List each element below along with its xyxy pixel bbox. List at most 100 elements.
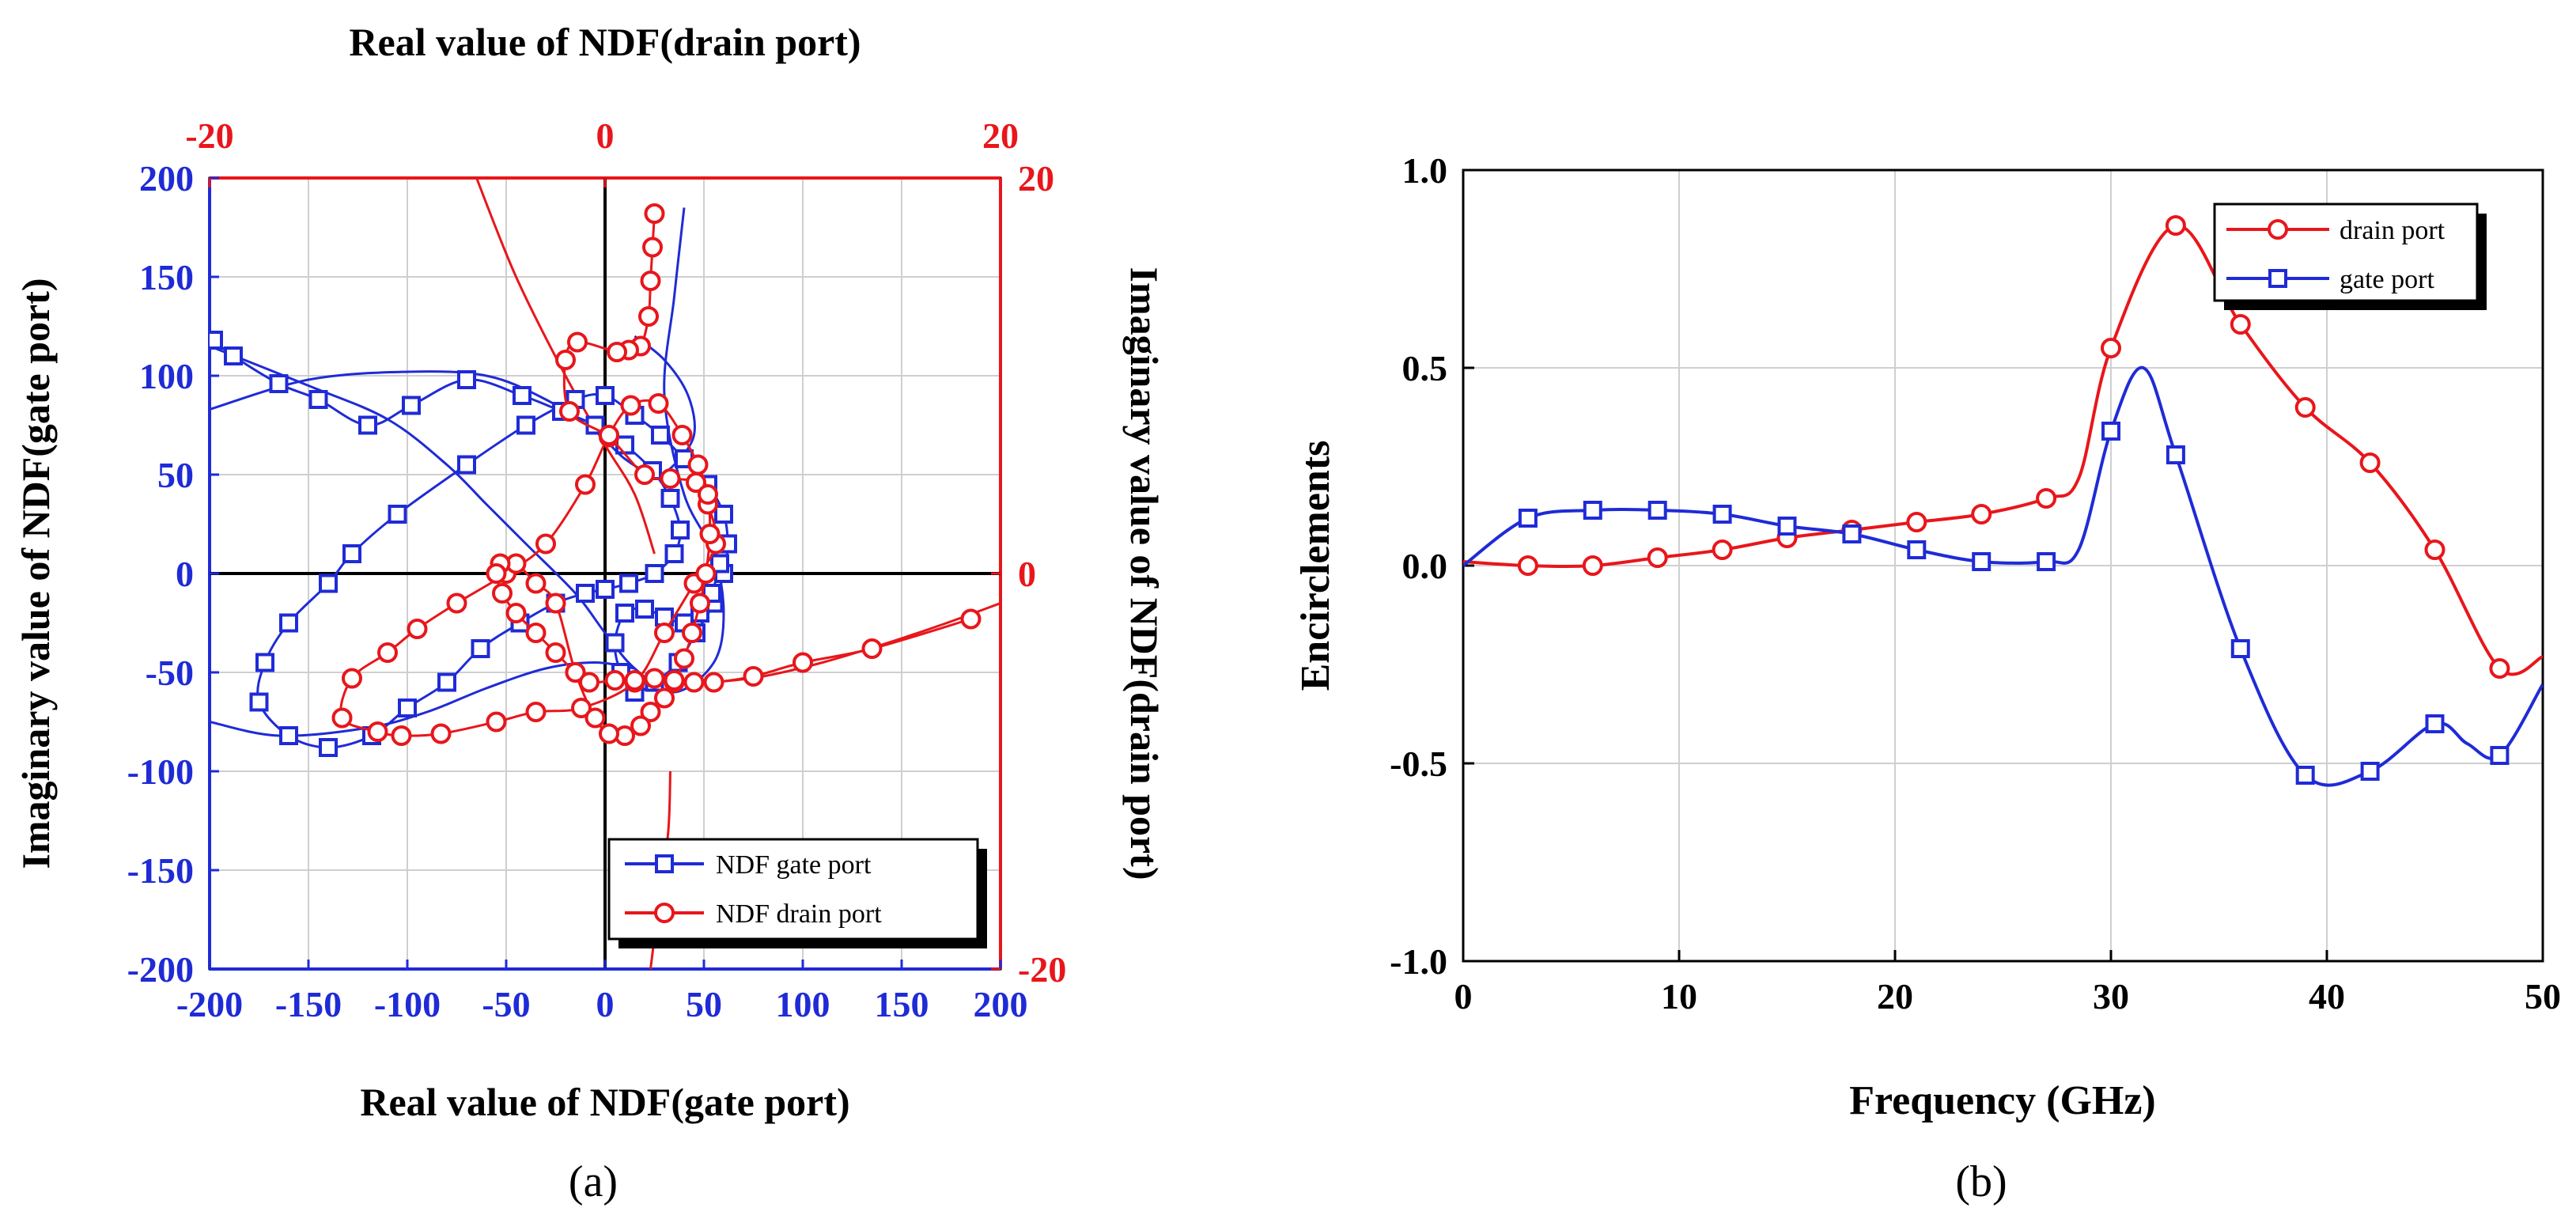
drain-data-point	[664, 670, 685, 691]
y-tick-label: 150	[139, 257, 194, 297]
gate-data-point	[710, 554, 729, 574]
drain-data-point	[525, 573, 547, 594]
gate-data-point	[664, 544, 684, 563]
drain-data-point	[640, 271, 661, 291]
drain-port-point	[2230, 314, 2251, 335]
x-tick-label: 40	[2309, 976, 2345, 1016]
drain-data-point	[699, 524, 721, 544]
y-ticks-a: 200 150 100 50 0 -50 -100 -150 -200	[127, 158, 219, 990]
top-tick-label: 20	[982, 115, 1019, 156]
gate-data-point	[651, 426, 670, 445]
gate-port-point	[1518, 509, 1538, 528]
x-tick-label: -150	[275, 984, 342, 1024]
drain-data-point	[565, 662, 586, 683]
y-tick-label: -50	[146, 653, 194, 693]
gate-data-point	[224, 346, 243, 365]
gate-data-point	[319, 574, 338, 593]
gate-data-point	[279, 613, 298, 633]
y-tick-label: -1.0	[1390, 941, 1447, 982]
drain-data-point	[599, 723, 619, 744]
gate-data-point	[645, 564, 664, 583]
gate-data-point	[402, 396, 421, 415]
drain-data-point	[535, 533, 556, 555]
caption-b: (b)	[1955, 1157, 2007, 1206]
legend-label-drain: NDF drain port	[716, 899, 882, 929]
drain-data-point	[446, 592, 467, 614]
drain-data-point	[492, 583, 513, 604]
drain-data-point	[525, 702, 547, 722]
panel-a: -200 -150 -100 -50 0 50 100 150 200 200150100500…	[13, 20, 1167, 1206]
y-tick-label: 100	[139, 356, 194, 396]
drain-data-point	[525, 623, 547, 643]
drain-data-point	[743, 666, 764, 687]
drain-port-point	[1906, 512, 1927, 532]
gate-port-point	[1647, 501, 1667, 520]
drain-port-point	[1647, 547, 1668, 568]
drain-data-point	[545, 592, 566, 614]
gate-port-point	[2101, 422, 2120, 441]
x-tick-label: 100	[776, 984, 830, 1024]
x-tick-label: 0	[596, 984, 615, 1024]
x-tick-label: 50	[686, 984, 722, 1024]
gate-data-point	[457, 455, 476, 475]
drain-data-point	[486, 563, 507, 584]
series-a	[210, 203, 982, 757]
gate-data-point	[319, 738, 338, 757]
y-tick-label: 50	[157, 455, 194, 495]
gate-data-point	[714, 505, 733, 524]
series-b	[1463, 215, 2543, 787]
drain-data-point	[695, 563, 717, 584]
drain-data-point	[575, 474, 596, 495]
gate-port-point	[1712, 505, 1732, 524]
drain-data-point	[331, 707, 353, 729]
gate-data-point	[342, 544, 361, 563]
drain-data-point	[620, 395, 641, 416]
legend-marker-drain	[654, 903, 675, 923]
gate-data-point	[249, 692, 269, 712]
drain-data-point	[377, 642, 398, 663]
gate-data-point	[596, 580, 615, 599]
drain-data-point	[634, 464, 655, 485]
x-tick-label: -200	[176, 984, 243, 1024]
drain-data-point	[559, 401, 580, 422]
gate-port-point	[2425, 714, 2445, 733]
y-tick-label: 0	[176, 554, 194, 594]
x-tick-label: 200	[974, 984, 1028, 1024]
drain-data-point	[342, 668, 362, 689]
y-tick-label: 0.0	[1402, 546, 1448, 586]
drain-data-point	[698, 484, 718, 505]
drain-port-point	[2165, 215, 2186, 236]
x-tick-label: 150	[875, 984, 929, 1024]
x-tick-label: 50	[2525, 976, 2561, 1016]
gate-data-point	[398, 698, 417, 717]
drain-data-point	[430, 723, 452, 744]
gate-data-point	[210, 331, 223, 350]
x-ticks-b: 0 10 20 30 40 50	[1454, 950, 2561, 1016]
y-tick-label: 200	[139, 158, 194, 199]
drain-data-point	[624, 670, 645, 691]
legend-marker-drain-b	[2268, 219, 2288, 240]
gate-data-point	[457, 370, 476, 389]
gate-port-point	[1907, 540, 1927, 559]
right-tick-label: 20	[1018, 158, 1054, 199]
x-tick-label: 10	[1661, 976, 1697, 1016]
x-tick-label: -100	[374, 984, 441, 1024]
x-tick-label: 0	[1454, 976, 1473, 1016]
gate-data-point	[279, 726, 298, 745]
drain-port-point	[2036, 488, 2057, 509]
top-ticks-a: -20 0 20	[185, 115, 1019, 187]
y-tick-label: -200	[127, 949, 194, 990]
x-axis-title-a: Real value of NDF(gate port)	[360, 1080, 849, 1124]
right-tick-label: -20	[1018, 949, 1066, 990]
right-tick-label: 0	[1018, 554, 1036, 594]
legend-a: NDF gate port NDF drain port	[607, 838, 987, 948]
drain-port-point	[1517, 555, 1538, 576]
drain-data-point	[391, 725, 412, 746]
drain-data-point	[640, 702, 661, 722]
legend-box-b	[2213, 203, 2479, 302]
x-tick-label: 30	[2093, 976, 2129, 1016]
gate-port-point	[2295, 766, 2315, 785]
y-tick-label: 1.0	[1402, 150, 1448, 191]
gate-data-point	[671, 521, 690, 539]
drain-data-point	[644, 203, 665, 224]
